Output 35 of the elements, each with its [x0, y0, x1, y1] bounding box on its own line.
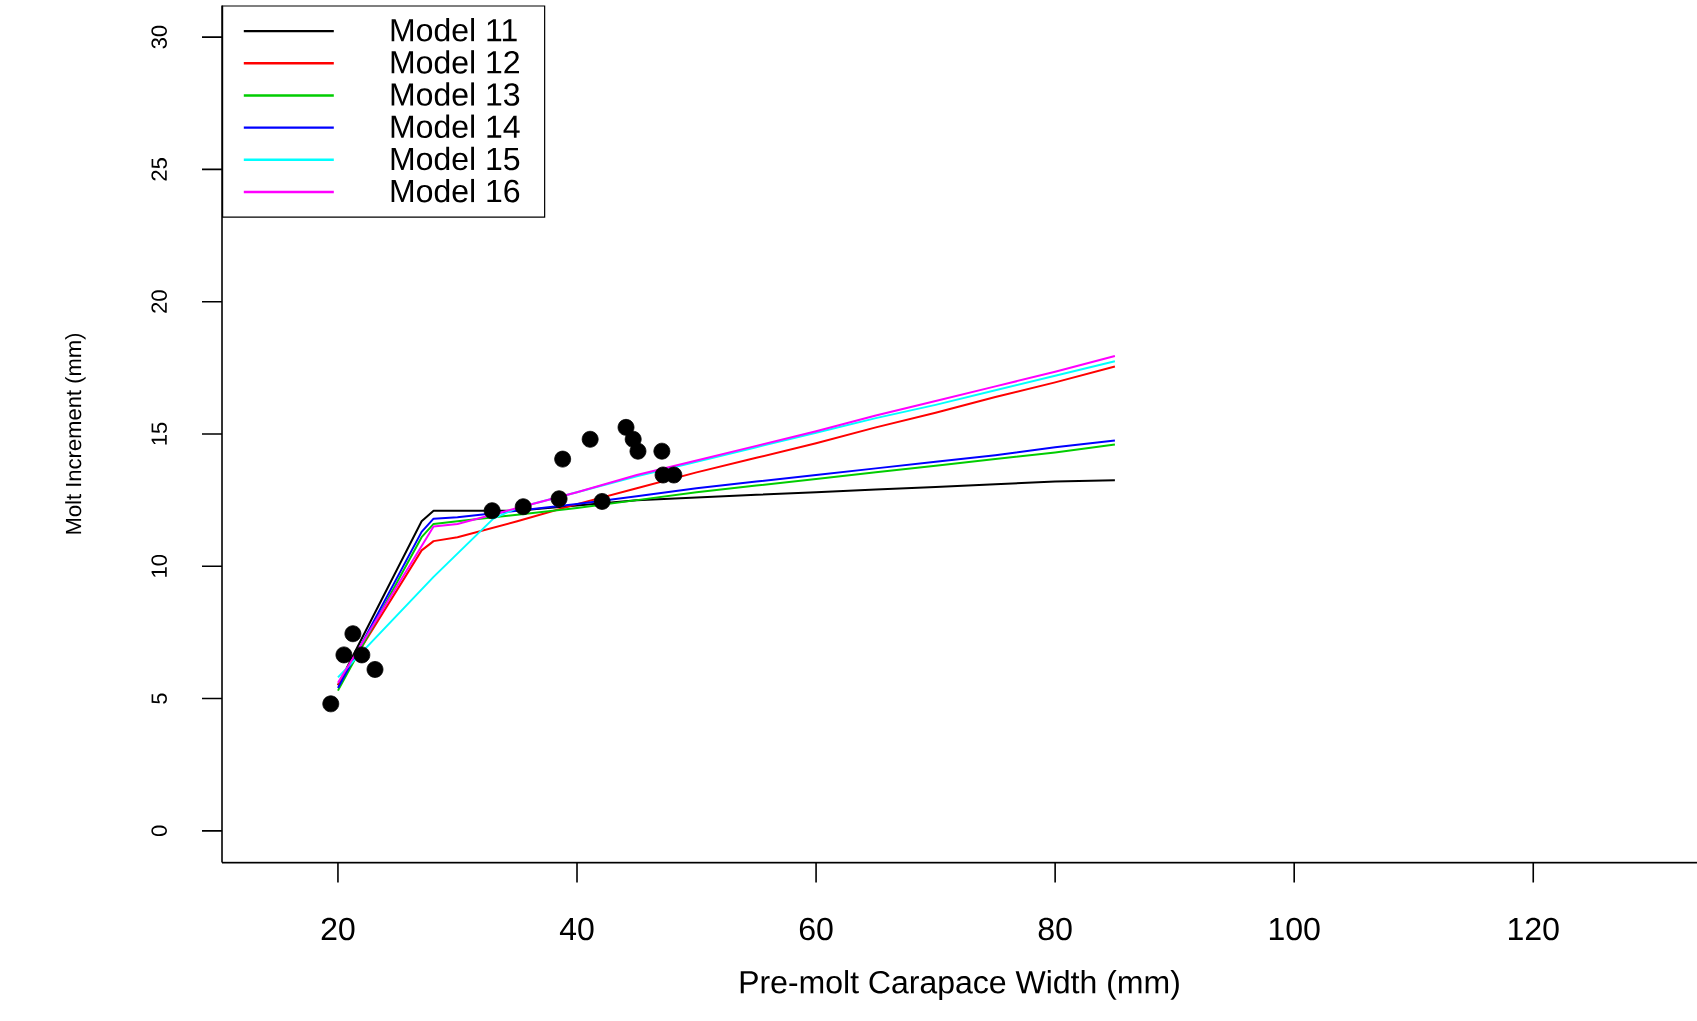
legend-label: Model 14 [391, 114, 520, 139]
y-tick-label: 10 [151, 554, 167, 577]
x-tick-label: 80 [1038, 917, 1072, 941]
point [366, 661, 384, 678]
y-tick-label: 5 [151, 693, 167, 704]
point [483, 502, 501, 520]
point [617, 418, 635, 436]
y-tick-label: 20 [151, 290, 167, 313]
point [344, 625, 362, 643]
y-tick-label: 15 [151, 422, 167, 445]
y-tick-label: 30 [151, 25, 167, 49]
point [581, 430, 599, 448]
point [514, 498, 532, 516]
x-tick-label: 120 [1509, 917, 1559, 941]
legend-label: Model 16 [391, 178, 520, 203]
x-tick-label: 60 [799, 917, 833, 941]
legend-label: Model 13 [391, 82, 520, 106]
point [653, 442, 671, 460]
legend-label: Model 12 [391, 50, 519, 74]
y-tick-label: 0 [151, 825, 167, 837]
point [353, 646, 371, 664]
point [554, 450, 572, 468]
point [629, 442, 647, 460]
legend-label: Model 15 [391, 146, 520, 171]
point [335, 646, 353, 664]
x-tick-label: 100 [1269, 917, 1320, 941]
y-axis-title: Molt Increment (mm) [65, 333, 86, 534]
x-tick-label: 20 [321, 917, 355, 941]
point [550, 490, 568, 508]
point [593, 493, 611, 510]
point [322, 695, 340, 713]
y-tick-label: 25 [151, 158, 167, 181]
x-axis-title: Pre-molt Carapace Width (mm) [740, 970, 1179, 1000]
x-tick-label: 40 [559, 917, 594, 941]
legend-label: Model 11 [391, 17, 517, 42]
